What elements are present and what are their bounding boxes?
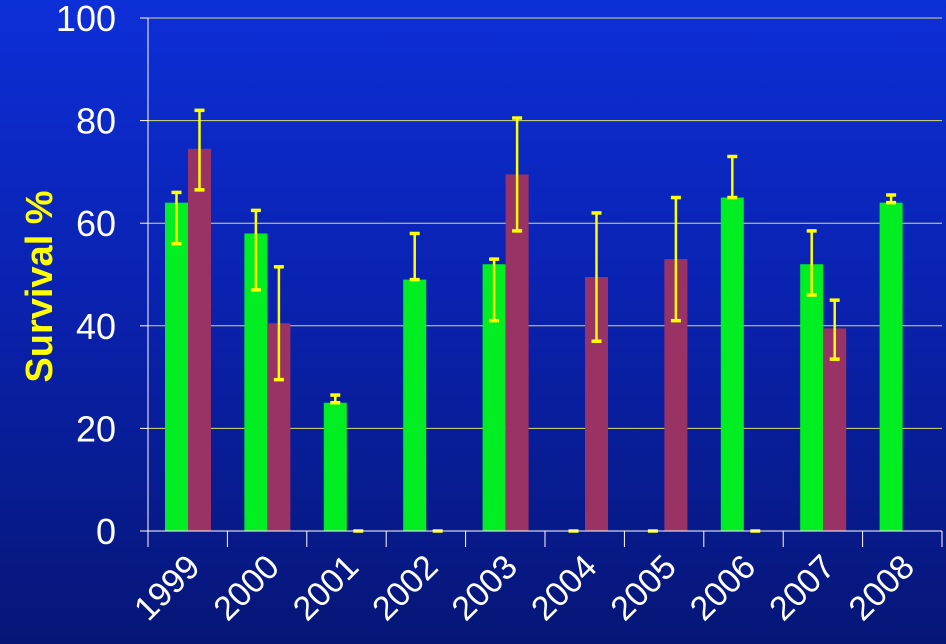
- x-tick-label: 2003: [445, 548, 525, 628]
- y-tick-label: 80: [76, 101, 116, 142]
- bar-2000-s2: [267, 323, 291, 531]
- bar-2007-s2: [823, 328, 847, 531]
- bar-2003-s1: [482, 264, 506, 531]
- x-tick-label: 2006: [683, 548, 763, 628]
- y-tick-label: 60: [76, 203, 116, 244]
- x-tick-label: 2000: [206, 548, 286, 628]
- y-tick-label: 20: [76, 408, 116, 449]
- axes: [140, 17, 943, 547]
- bar-2003-s2: [505, 174, 529, 531]
- bar-2001-s1: [323, 402, 347, 531]
- x-tick-label: 2004: [524, 548, 604, 628]
- bar-1999-s2: [188, 148, 211, 531]
- bar-2005-s2: [664, 259, 688, 531]
- x-tick-label: 2007: [762, 548, 842, 628]
- y-tick-label: 100: [56, 0, 116, 39]
- x-tick-label: 2002: [365, 548, 445, 628]
- x-tick-label: 2008: [842, 548, 922, 628]
- y-axis-label: Survival %: [19, 190, 61, 382]
- bar-2007-s1: [800, 264, 824, 531]
- x-tick-label: 2005: [603, 548, 683, 628]
- bar-1999-s1: [165, 202, 188, 531]
- bar-2008-s1: [879, 202, 903, 531]
- y-tick-label: 40: [76, 306, 116, 347]
- x-tick-label: 1999: [127, 548, 207, 628]
- bar-2002-s1: [403, 279, 427, 531]
- bar-2006-s1: [720, 197, 744, 532]
- bar-2004-s2: [585, 277, 608, 531]
- bar-2000-s1: [244, 233, 268, 531]
- x-tick-label: 2001: [286, 548, 366, 628]
- y-tick-label: 0: [96, 511, 116, 552]
- bars: [165, 148, 903, 532]
